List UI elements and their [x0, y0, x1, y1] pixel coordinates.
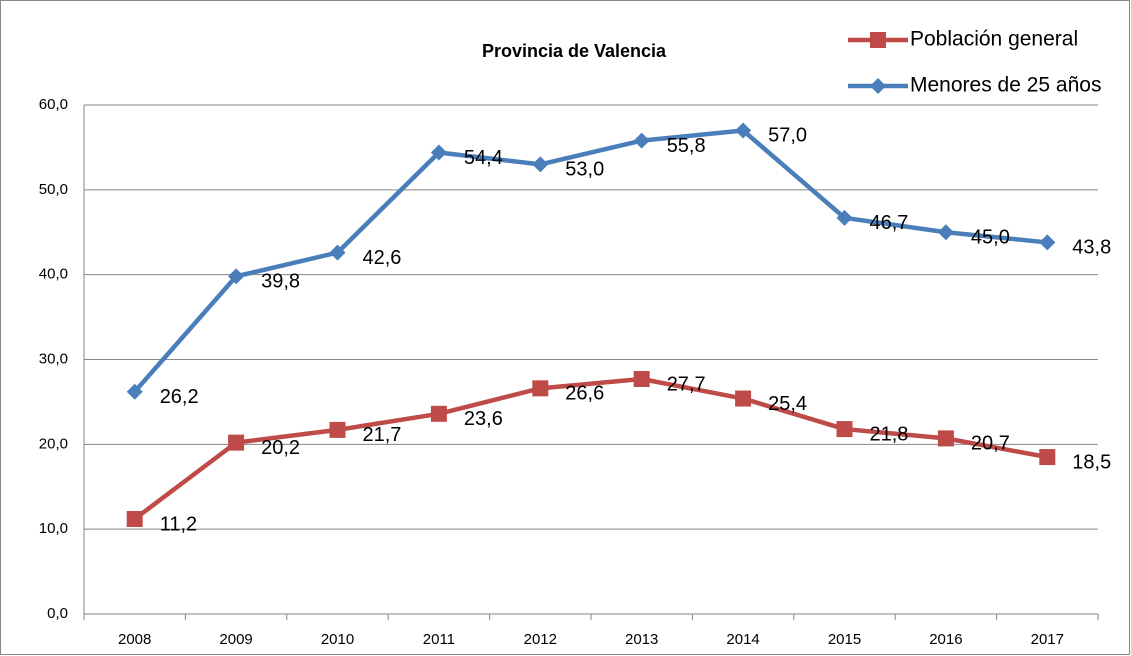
x-tick-label: 2014	[726, 631, 759, 648]
data-label: 42,6	[363, 247, 402, 269]
legend-marker	[870, 32, 886, 48]
point-marker	[532, 380, 549, 397]
point-marker	[937, 430, 954, 447]
x-tick-label: 2010	[321, 631, 354, 648]
point-marker	[228, 434, 245, 451]
point-marker	[126, 510, 143, 527]
point-marker	[633, 132, 650, 149]
point-marker	[836, 421, 853, 438]
data-label: 11,2	[160, 513, 197, 535]
point-marker	[1039, 234, 1056, 251]
point-marker	[1039, 449, 1056, 466]
x-tick-label: 2008	[118, 631, 151, 648]
data-label: 46,7	[870, 212, 909, 234]
data-label: 27,7	[667, 373, 706, 395]
data-label: 53,0	[565, 159, 604, 181]
x-tick-label: 2013	[625, 631, 658, 648]
data-label: 18,5	[1072, 451, 1111, 473]
legend-marker	[870, 78, 886, 94]
data-label: 23,6	[464, 408, 503, 430]
point-marker	[329, 244, 346, 261]
data-label: 20,7	[971, 433, 1010, 455]
x-tick-label: 2012	[524, 631, 557, 648]
y-tick-label: 10,0	[39, 520, 68, 537]
point-marker	[126, 383, 143, 400]
data-label: 54,4	[464, 147, 503, 169]
data-label: 55,8	[667, 135, 706, 157]
point-marker	[430, 405, 447, 422]
data-label: 57,0	[768, 125, 807, 147]
data-label: 39,8	[261, 271, 300, 293]
x-tick-label: 2016	[929, 631, 962, 648]
legend-label: Población general	[910, 28, 1078, 51]
series-line	[133, 128, 1048, 394]
point-marker	[430, 144, 447, 161]
point-marker	[836, 209, 853, 226]
data-label: 43,8	[1072, 237, 1111, 259]
y-tick-label: 0,0	[47, 605, 68, 622]
x-tick-label: 2017	[1031, 631, 1064, 648]
chart-title: Provincia de Valencia	[482, 41, 667, 61]
y-tick-label: 20,0	[39, 435, 68, 452]
x-tick-label: 2015	[828, 631, 861, 648]
point-marker	[532, 156, 549, 173]
data-label: 25,4	[768, 393, 807, 415]
data-label: 20,2	[261, 437, 300, 459]
data-label: 26,2	[160, 386, 199, 408]
data-label: 21,7	[363, 424, 402, 446]
x-tick-label: 2011	[423, 631, 455, 648]
point-marker	[329, 421, 346, 438]
data-label: 45,0	[971, 227, 1010, 249]
point-marker	[937, 224, 954, 241]
y-tick-label: 40,0	[39, 266, 68, 283]
series-line	[133, 376, 1048, 521]
y-tick-label: 30,0	[39, 350, 68, 367]
x-tick-label: 2009	[219, 631, 252, 648]
data-label: 21,8	[870, 423, 909, 445]
point-marker	[735, 390, 752, 407]
point-marker	[228, 268, 245, 285]
point-marker	[735, 122, 752, 139]
legend-label: Menores de 25 años	[910, 74, 1101, 97]
y-tick-label: 50,0	[39, 181, 68, 198]
data-label: 26,6	[565, 383, 604, 405]
y-tick-label: 60,0	[39, 96, 68, 113]
point-marker	[633, 371, 650, 388]
